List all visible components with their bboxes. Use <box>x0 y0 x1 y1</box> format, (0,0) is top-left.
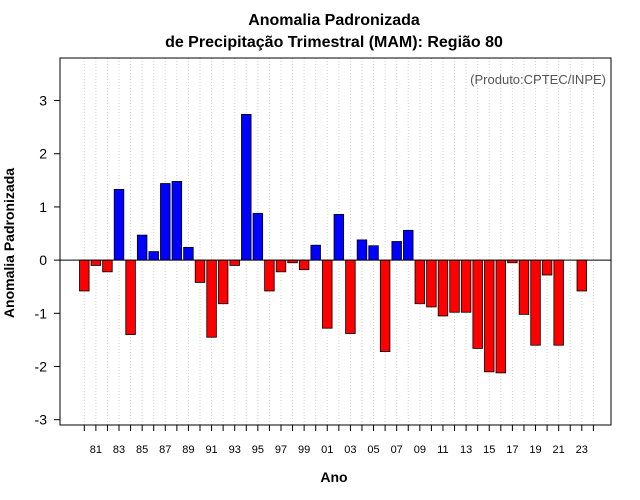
bar-03 <box>345 259 356 334</box>
x-tick-label: 01 <box>321 444 333 456</box>
plot-frame <box>59 57 612 426</box>
bar-05 <box>368 245 379 261</box>
bar-04 <box>356 239 368 261</box>
y-tick-label: -3 <box>35 412 48 428</box>
bar-14 <box>472 259 483 349</box>
x-tick-label: 11 <box>437 444 448 456</box>
x-tick-label: 21 <box>553 444 565 456</box>
bar-11 <box>437 259 449 317</box>
y-tick-label: 3 <box>39 93 47 109</box>
bar-84 <box>125 259 136 335</box>
x-tick-label: 23 <box>576 444 588 456</box>
bar-01 <box>322 259 333 329</box>
bar-87 <box>160 183 171 261</box>
y-tick-label: -1 <box>35 305 48 321</box>
x-tick-label: 83 <box>113 444 125 456</box>
x-tick-label: 03 <box>344 444 356 456</box>
bar-07 <box>391 241 402 261</box>
bar-20 <box>541 259 553 276</box>
y-tick-label: 2 <box>39 146 47 162</box>
y-axis-title: Anomalia Padronizada <box>1 168 17 318</box>
bar-91 <box>206 259 217 338</box>
bar-12 <box>449 259 460 313</box>
bar-92 <box>217 259 229 305</box>
x-tick-label: 07 <box>391 444 403 456</box>
bar-16 <box>495 259 507 374</box>
bars <box>79 113 588 374</box>
bar-00 <box>310 244 321 261</box>
x-tick-label: 95 <box>252 444 264 456</box>
x-tick-label: 93 <box>229 444 241 456</box>
bar-02 <box>333 213 345 261</box>
x-tick-label: 17 <box>506 444 518 456</box>
bar-06 <box>379 259 391 352</box>
bar-08 <box>403 229 414 261</box>
bar-93 <box>229 259 240 266</box>
x-tick-label: 99 <box>298 444 310 456</box>
bar-80 <box>79 259 90 292</box>
bar-99 <box>298 259 310 271</box>
y-tick-label: -2 <box>35 358 48 374</box>
chart-title: Anomalia Padronizada <box>248 12 420 29</box>
bar-85 <box>136 234 148 261</box>
x-tick-label: 97 <box>275 444 287 456</box>
bar-21 <box>553 259 564 346</box>
x-tick-label: 15 <box>483 444 495 456</box>
credit-note: (Produto:CPTEC/INPE) <box>470 72 606 87</box>
x-tick-label: 13 <box>460 444 472 456</box>
bar-82 <box>102 259 113 273</box>
y-axis: -3 -2 -1 0 1 2 3 <box>35 93 60 428</box>
bar-09 <box>414 259 426 305</box>
y-tick-label: 0 <box>39 252 47 268</box>
bar-97 <box>275 259 287 273</box>
bar-83 <box>113 188 125 261</box>
bar-81 <box>90 259 102 266</box>
x-tick-label: 05 <box>367 444 379 456</box>
bar-89 <box>183 246 194 261</box>
bar-23 <box>576 259 588 292</box>
bar-86 <box>148 251 159 261</box>
x-axis-title: Ano <box>320 469 347 485</box>
y-tick-label: 1 <box>39 199 47 215</box>
bar-95 <box>252 212 264 261</box>
bar-19 <box>530 259 541 346</box>
bar-90 <box>194 259 206 283</box>
bar-18 <box>518 259 530 315</box>
bar-88 <box>171 180 183 261</box>
x-axis: 81 83 85 87 89 91 93 95 97 99 01 03 05 07 09 11 13 15 17 19… <box>83 425 594 456</box>
chart-subtitle: de Precipitação Trimestral (MAM): Região… <box>165 34 503 51</box>
x-tick-label: 19 <box>529 444 541 456</box>
bar-15 <box>484 259 495 373</box>
x-tick-label: 85 <box>136 444 148 456</box>
bar-96 <box>264 259 275 292</box>
bar-94 <box>241 113 252 261</box>
x-tick-label: 91 <box>205 444 217 456</box>
bar-10 <box>426 259 437 308</box>
x-tick-label: 89 <box>182 444 194 456</box>
x-tick-label: 09 <box>414 444 426 456</box>
x-tick-label: 81 <box>90 444 102 456</box>
bar-13 <box>460 259 472 313</box>
x-tick-label: 87 <box>159 444 171 456</box>
